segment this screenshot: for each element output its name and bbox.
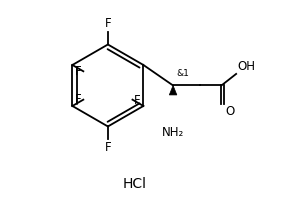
- Text: OH: OH: [237, 60, 255, 73]
- Text: F: F: [104, 17, 111, 30]
- Polygon shape: [169, 85, 177, 95]
- Text: O: O: [225, 105, 234, 118]
- Text: &1: &1: [176, 69, 189, 78]
- Text: HCl: HCl: [122, 177, 146, 191]
- Text: F: F: [134, 94, 141, 107]
- Text: F: F: [104, 141, 111, 154]
- Text: NH₂: NH₂: [162, 127, 184, 140]
- Text: F: F: [75, 93, 82, 106]
- Text: F: F: [75, 65, 82, 78]
